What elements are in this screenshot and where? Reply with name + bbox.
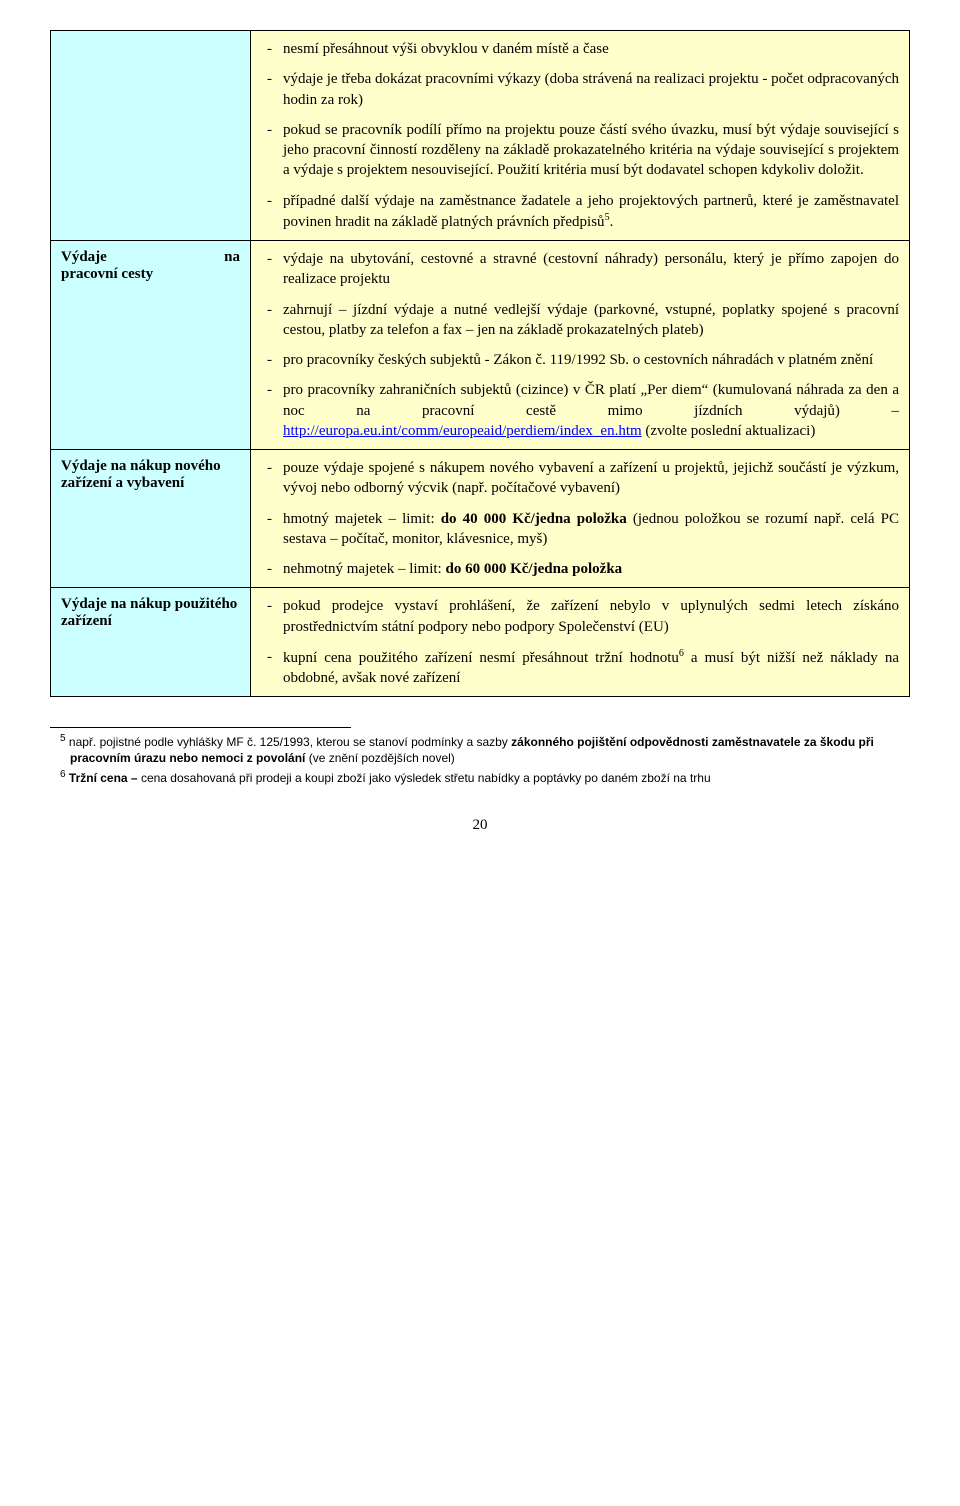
- table-row: nesmí přesáhnout výši obvyklou v daném m…: [51, 31, 910, 241]
- row-content: pouze výdaje spojené s nákupem nového vy…: [251, 450, 910, 588]
- item-text: kupní cena použitého zařízení nesmí přes…: [283, 650, 679, 666]
- item-suffix: (zvolte poslední aktualizaci): [642, 423, 816, 439]
- footnote: 5 např. pojistné podle vyhlášky MF č. 12…: [50, 732, 910, 766]
- table-row: Výdaje na nákup nového zařízení a vybave…: [51, 450, 910, 588]
- row-content: nesmí přesáhnout výši obvyklou v daném m…: [251, 31, 910, 241]
- external-link[interactable]: http://europa.eu.int/comm/europeaid/perd…: [283, 423, 642, 439]
- item-text: nehmotný majetek – limit:: [283, 561, 445, 577]
- footnotes: 5 např. pojistné podle vyhlášky MF č. 12…: [50, 732, 910, 787]
- bullet-list: výdaje na ubytování, cestovné a stravné …: [261, 249, 899, 441]
- row-label: Výdajenapracovní cesty: [51, 241, 251, 450]
- row-label: Výdaje na nákup použitého zařízení: [51, 588, 251, 697]
- bullet-list: pokud prodejce vystaví prohlášení, že za…: [261, 596, 899, 688]
- table-row: Výdajenapracovní cesty výdaje na ubytován…: [51, 241, 910, 450]
- list-item: kupní cena použitého zařízení nesmí přes…: [261, 647, 899, 689]
- list-item: pouze výdaje spojené s nákupem nového vy…: [261, 458, 899, 499]
- page-number: 20: [50, 817, 910, 834]
- table-row: Výdaje na nákup použitého zařízení pokud …: [51, 588, 910, 697]
- item-suffix: .: [610, 214, 614, 230]
- row-label: [51, 31, 251, 241]
- item-text: pro pracovníky zahraničních subjektů (ci…: [283, 382, 899, 418]
- item-text: výdaje na ubytování, cestovné a stravné …: [283, 251, 899, 287]
- item-text: pokud prodejce vystaví prohlášení, že za…: [283, 598, 899, 634]
- list-item: pokud se pracovník podílí přímo na proje…: [261, 120, 899, 181]
- content-table: nesmí přesáhnout výši obvyklou v daném m…: [50, 30, 910, 697]
- footnote-number: 6: [60, 769, 66, 780]
- list-item: výdaje je třeba dokázat pracovními výkaz…: [261, 69, 899, 110]
- row-content: pokud prodejce vystaví prohlášení, že za…: [251, 588, 910, 697]
- list-item: hmotný majetek – limit: do 40 000 Kč/jed…: [261, 509, 899, 550]
- bullet-list: nesmí přesáhnout výši obvyklou v daném m…: [261, 39, 899, 232]
- item-text: pro pracovníky českých subjektů - Zákon …: [283, 352, 873, 368]
- list-item: zahrnují – jízdní výdaje a nutné vedlejš…: [261, 300, 899, 341]
- row-content: výdaje na ubytování, cestovné a stravné …: [251, 241, 910, 450]
- footnote: 6 Tržní cena – cena dosahovaná při prode…: [50, 768, 910, 787]
- item-text: případné další výdaje na zaměstnance žad…: [283, 193, 899, 230]
- list-item: pro pracovníky zahraničních subjektů (ci…: [261, 380, 899, 441]
- bullet-list: pouze výdaje spojené s nákupem nového vy…: [261, 458, 899, 579]
- item-bold: do 40 000 Kč/jedna položka: [441, 511, 627, 527]
- footnote-pre: např. pojistné podle vyhlášky MF č. 125/…: [66, 735, 512, 749]
- item-text: zahrnují – jízdní výdaje a nutné vedlejš…: [283, 302, 899, 338]
- row-label: Výdaje na nákup nového zařízení a vybave…: [51, 450, 251, 588]
- footnote-post: (ve znění pozdějších novel): [305, 751, 454, 765]
- list-item: případné další výdaje na zaměstnance žad…: [261, 191, 899, 233]
- list-item: výdaje na ubytování, cestovné a stravné …: [261, 249, 899, 290]
- item-text: hmotný majetek – limit:: [283, 511, 441, 527]
- footnote-post: cena dosahovaná při prodeji a koupi zbož…: [141, 771, 711, 785]
- item-text: nesmí přesáhnout výši obvyklou v daném m…: [283, 41, 609, 57]
- list-item: nehmotný majetek – limit: do 60 000 Kč/j…: [261, 559, 899, 579]
- item-bold: do 60 000 Kč/jedna položka: [445, 561, 622, 577]
- item-text: pokud se pracovník podílí přímo na proje…: [283, 122, 899, 179]
- item-text: výdaje je třeba dokázat pracovními výkaz…: [283, 71, 899, 107]
- list-item: nesmí přesáhnout výši obvyklou v daném m…: [261, 39, 899, 59]
- footnote-bold: Tržní cena –: [69, 771, 141, 785]
- item-text: pouze výdaje spojené s nákupem nového vy…: [283, 460, 899, 496]
- list-item: pokud prodejce vystaví prohlášení, že za…: [261, 596, 899, 637]
- list-item: pro pracovníky českých subjektů - Zákon …: [261, 350, 899, 370]
